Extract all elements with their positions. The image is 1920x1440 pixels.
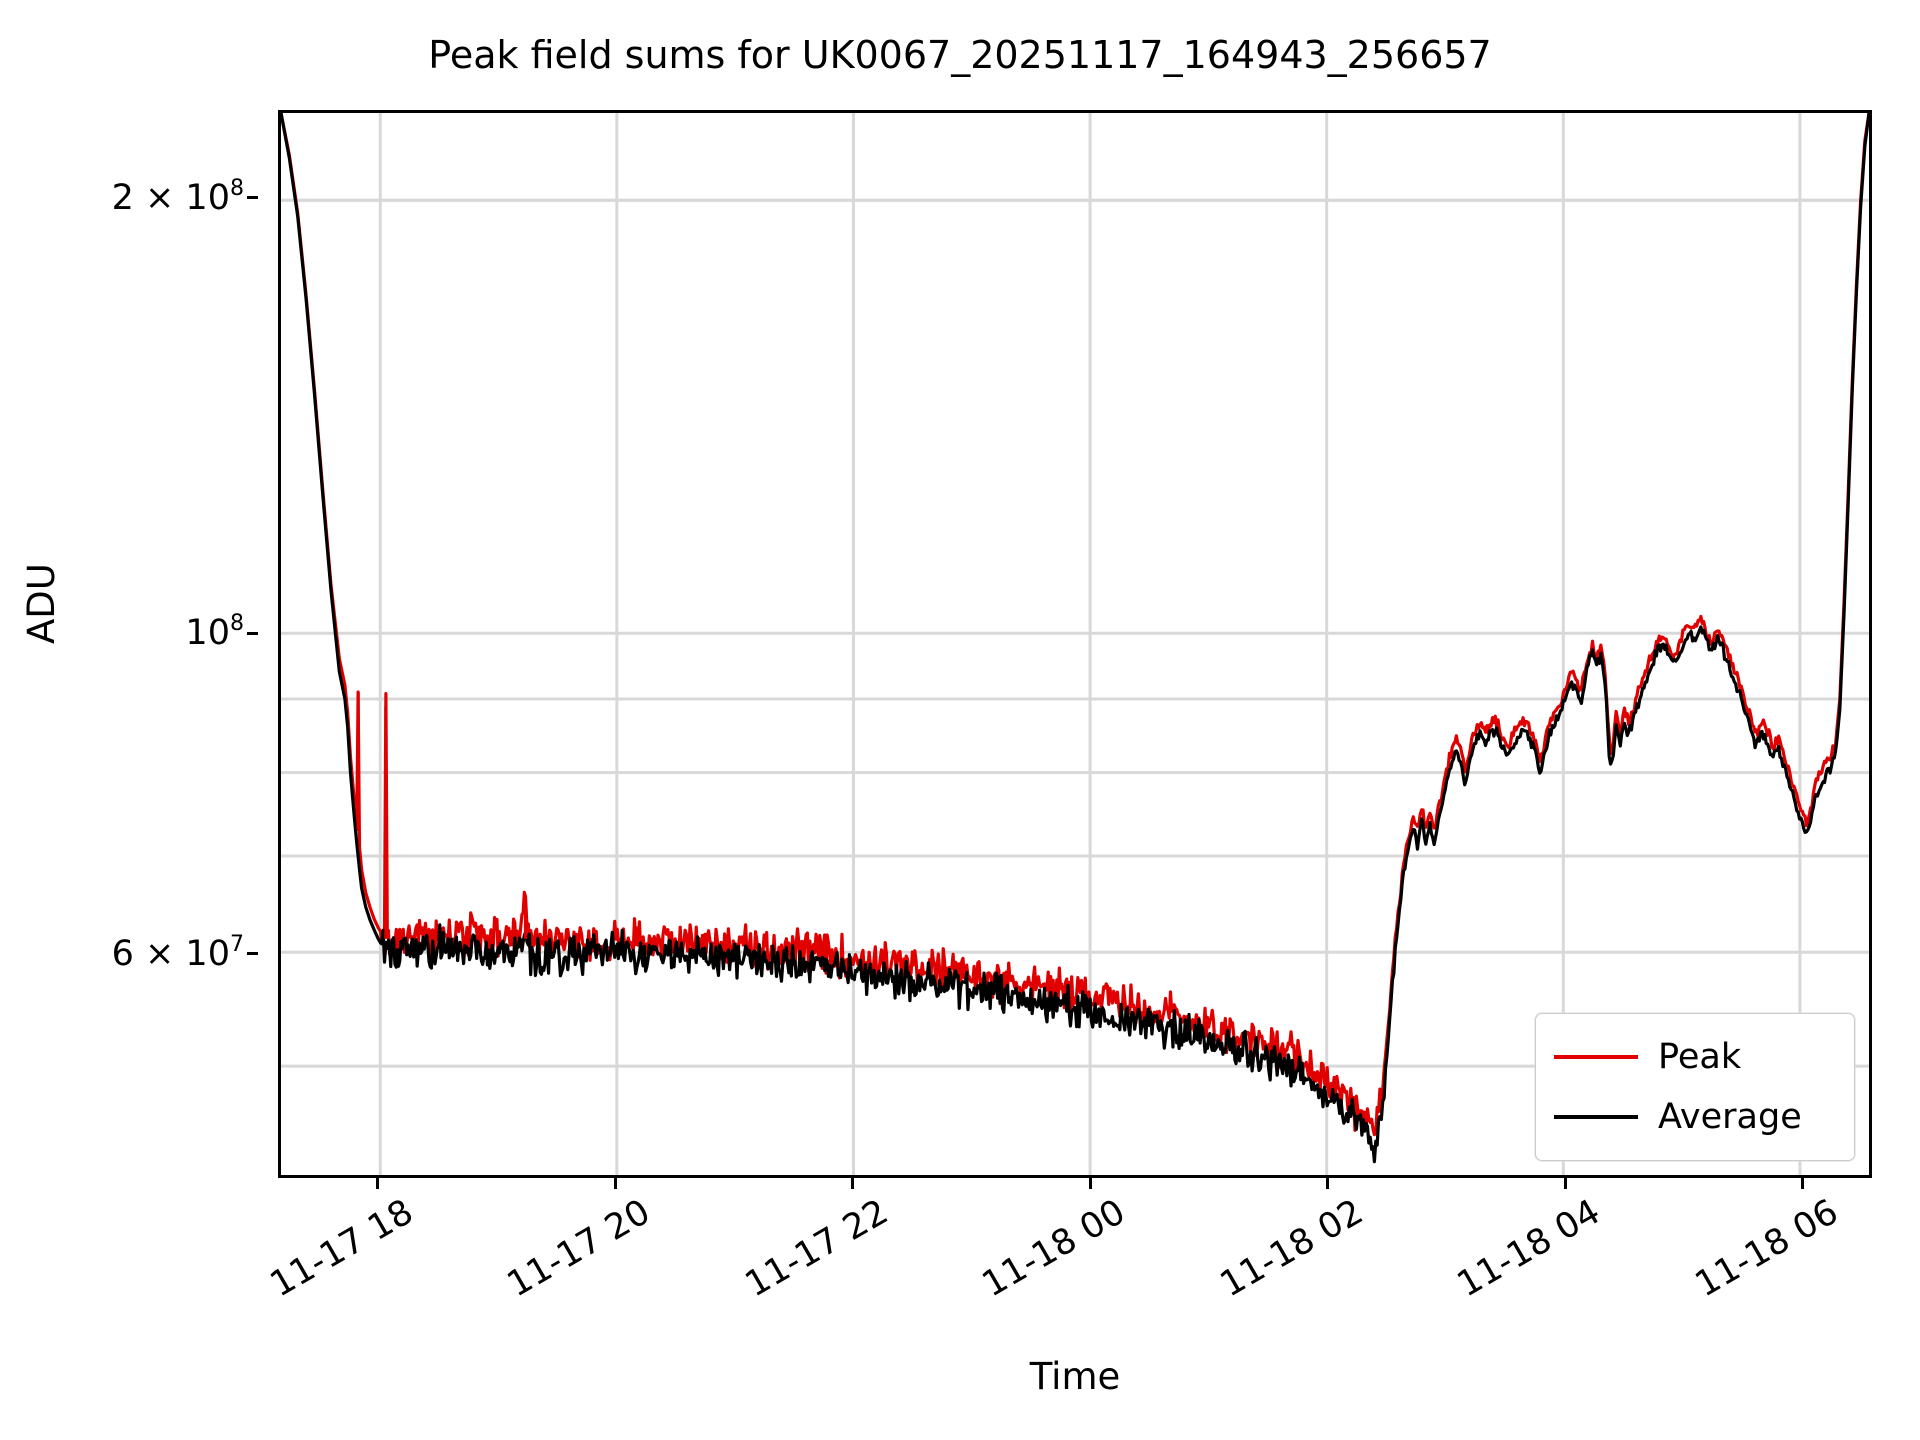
legend-line-swatch [1554, 1055, 1638, 1059]
x-axis-tick-label: 11-18 00 [975, 1192, 1133, 1306]
y-axis-tick-label: 108 [185, 611, 258, 654]
y-axis-tick-label: 2 × 108 [111, 176, 258, 218]
y-tick-exponent: 8 [229, 176, 244, 202]
plot-area [278, 110, 1872, 1178]
y-tick-mark [247, 631, 258, 635]
y-axis-tick-label: 6 × 107 [111, 932, 258, 974]
y-tick-exponent: 8 [229, 611, 244, 637]
x-axis-tick-label: 11-17 22 [738, 1192, 895, 1306]
x-axis-tick-label: 11-18 04 [1450, 1192, 1608, 1306]
x-tick-mark [613, 1178, 617, 1189]
y-tick-mantissa: 10 [185, 613, 230, 654]
x-axis-tick-label: 11-17 20 [500, 1192, 658, 1306]
legend-label: Average [1658, 1097, 1802, 1137]
y-tick-mantissa: 2 × 10 [111, 177, 230, 218]
legend-item-peak[interactable]: Peak [1536, 1028, 1854, 1086]
legend-line-swatch [1554, 1115, 1638, 1119]
x-tick-mark [1801, 1178, 1805, 1189]
y-tick-mark [247, 952, 258, 956]
page-title: Peak field sums for UK0067_20251117_1649… [428, 33, 1492, 77]
series-line-average [281, 113, 1869, 1162]
x-tick-mark [1088, 1178, 1092, 1189]
y-tick-mark [247, 196, 258, 200]
x-axis-label: Time [1029, 1355, 1121, 1398]
x-tick-mark [851, 1178, 855, 1189]
y-tick-mantissa: 6 × 10 [111, 933, 230, 974]
x-axis-tick-labels: 11-17 18 11-17 20 11-17 22 11-18 00 11-18 02… [263, 1178, 1872, 1378]
y-tick-exponent: 7 [229, 932, 244, 958]
y-axis-tick-labels: 2 × 108 108 6 × 107 [0, 110, 258, 1178]
x-tick-mark [376, 1178, 380, 1189]
legend-label: Peak [1658, 1037, 1742, 1077]
x-tick-mark [1563, 1178, 1567, 1189]
x-axis-tick-label: 11-18 06 [1688, 1192, 1845, 1306]
legend-item-average[interactable]: Average [1536, 1088, 1854, 1146]
legend-box: Peak Average [1535, 1013, 1855, 1161]
x-tick-mark [1326, 1178, 1330, 1189]
x-axis-tick-label: 11-18 02 [1213, 1192, 1370, 1306]
x-axis-tick-label: 11-17 18 [263, 1192, 420, 1306]
plot-svg [281, 113, 1869, 1175]
series-lines [281, 113, 1869, 1162]
series-line-peak [281, 113, 1869, 1135]
